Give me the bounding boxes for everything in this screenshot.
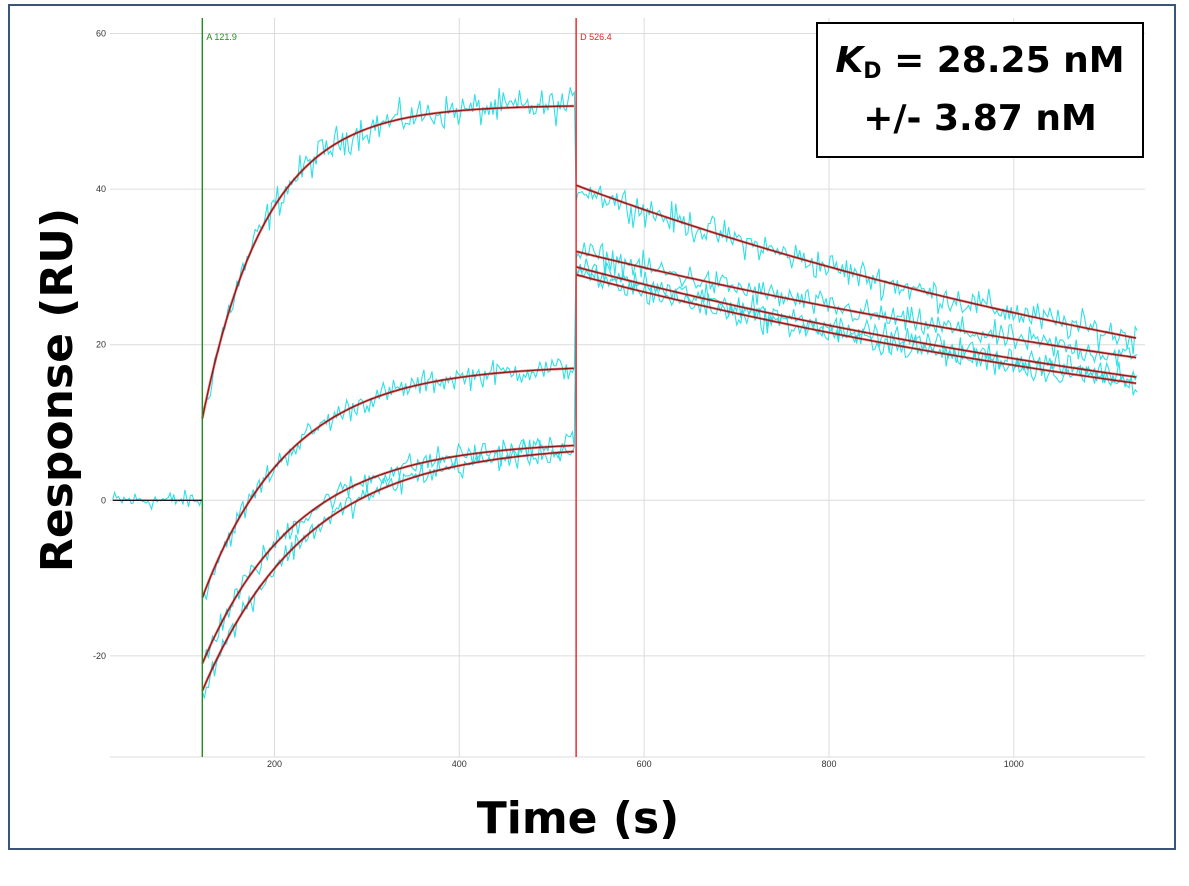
- dissociation-marker-label: D 526.4: [580, 32, 612, 42]
- y-tick-label: -20: [93, 651, 106, 661]
- fit-dissoc-1: [575, 184, 1137, 339]
- y-tick-label: 60: [96, 29, 106, 39]
- fit-assoc-2: [201, 367, 574, 598]
- x-tick-label: 400: [452, 759, 467, 769]
- fit-assoc-outline-3: [201, 444, 574, 665]
- phase-markers: A 121.9 D 526.4: [201, 18, 612, 757]
- y-tick-label: 40: [96, 184, 106, 194]
- baseline-raw-trace: [112, 489, 203, 511]
- fit-dissoc-2: [575, 250, 1137, 359]
- x-tick-label: 200: [267, 759, 282, 769]
- x-tick-label: 800: [821, 759, 836, 769]
- kd-value-text: = 28.25 nM: [881, 40, 1125, 81]
- y-axis-title: Response (RU): [32, 208, 83, 572]
- fit-curves: [112, 104, 1137, 692]
- x-tick-label: 600: [637, 759, 652, 769]
- kd-result-box: KD = 28.25 nM +/- 3.87 nM: [816, 22, 1144, 158]
- fit-dissoc-3: [575, 266, 1137, 378]
- association-marker-label: A 121.9: [206, 32, 237, 42]
- x-tick-label: 1000: [1004, 759, 1024, 769]
- fit-dissoc-4: [575, 274, 1137, 384]
- kd-symbol: K: [835, 40, 864, 81]
- raw-trace-1: [201, 87, 1138, 410]
- raw-trace-4: [201, 263, 1138, 699]
- kd-error: +/- 3.87 nM: [863, 98, 1097, 139]
- fit-assoc-4: [201, 450, 574, 692]
- raw-data-traces: [112, 87, 1138, 699]
- y-tick-label: 20: [96, 340, 106, 350]
- kd-subscript: D: [863, 59, 882, 84]
- raw-trace-3: [201, 258, 1138, 664]
- kd-value: KD = 28.25 nM: [818, 40, 1142, 84]
- fit-assoc-3: [201, 444, 574, 664]
- tick-labels: -20 0 20 40 60 200 400 600 800 1000: [93, 29, 1024, 769]
- y-tick-label: 0: [101, 495, 106, 505]
- raw-trace-2: [201, 242, 1138, 600]
- fit-assoc-1: [201, 105, 574, 419]
- x-axis-title: Time (s): [477, 793, 680, 844]
